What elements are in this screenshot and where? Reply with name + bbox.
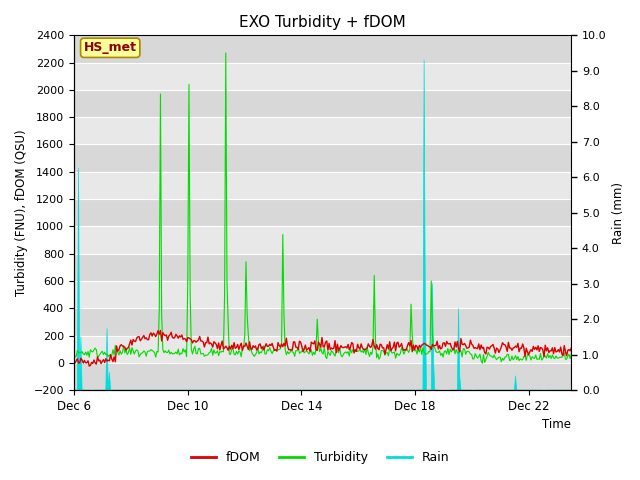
- Bar: [74, 172, 572, 199]
- Title: EXO Turbidity + fDOM: EXO Turbidity + fDOM: [239, 15, 406, 30]
- Bar: [74, 308, 572, 336]
- Text: HS_met: HS_met: [84, 41, 137, 54]
- Y-axis label: Turbidity (FNU), fDOM (QSU): Turbidity (FNU), fDOM (QSU): [15, 130, 28, 296]
- X-axis label: Time: Time: [543, 419, 572, 432]
- Bar: [74, 253, 572, 281]
- Legend: fDOM, Turbidity, Rain: fDOM, Turbidity, Rain: [186, 446, 454, 469]
- Bar: [74, 227, 572, 253]
- Bar: [74, 36, 572, 62]
- Bar: [74, 336, 572, 363]
- Bar: [74, 90, 572, 117]
- Legend: : [315, 459, 325, 469]
- Bar: [74, 199, 572, 227]
- Bar: [74, 117, 572, 144]
- Y-axis label: Rain (mm): Rain (mm): [612, 182, 625, 244]
- Bar: [74, 144, 572, 172]
- Bar: [74, 363, 572, 390]
- Bar: [74, 281, 572, 308]
- Bar: [74, 62, 572, 90]
